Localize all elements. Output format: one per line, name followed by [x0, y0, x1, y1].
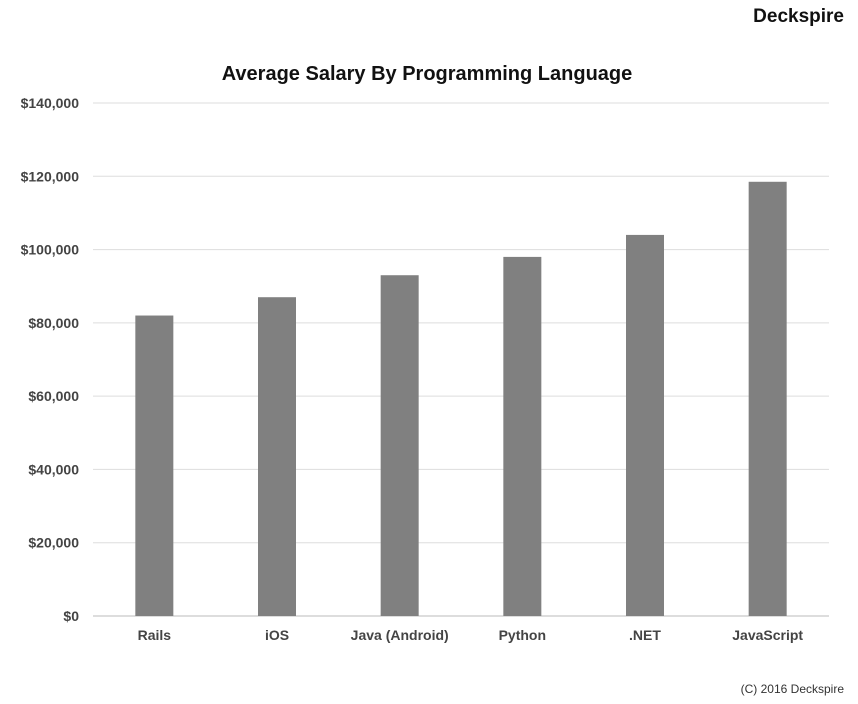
- y-tick-label: $120,000: [21, 168, 80, 184]
- y-tick-label: $80,000: [28, 315, 79, 331]
- bar: [503, 256, 542, 616]
- y-tick-label: $0: [63, 608, 79, 624]
- y-axis-ticks: $0 $20,000 $40,000 $60,000 $80,000 $100,000 $1…: [21, 95, 80, 624]
- grid-lines: [93, 102, 829, 617]
- bar: [380, 275, 419, 616]
- y-tick-label: $100,000: [21, 242, 80, 258]
- bars: [135, 181, 787, 616]
- x-category-label: JavaScript: [732, 627, 803, 643]
- x-axis-labels: Rails iOS Java (Android) Python .NET JavaScri…: [138, 627, 804, 643]
- x-category-label: iOS: [265, 627, 289, 643]
- y-tick-label: $20,000: [28, 535, 79, 551]
- chart-title: Average Salary By Programming Language: [222, 63, 633, 85]
- bar: [748, 181, 787, 616]
- x-category-label: Rails: [138, 627, 172, 643]
- x-category-label: .NET: [629, 627, 661, 643]
- x-category-label: Python: [499, 627, 546, 643]
- y-tick-label: $60,000: [28, 388, 79, 404]
- brand-logo: Deckspire: [753, 6, 844, 27]
- bar: [135, 315, 174, 616]
- y-tick-label: $40,000: [28, 461, 79, 477]
- x-category-label: Java (Android): [351, 627, 449, 643]
- copyright-footer: (C) 2016 Deckspire: [740, 682, 844, 696]
- bar: [258, 297, 296, 616]
- y-tick-label: $140,000: [21, 95, 80, 111]
- bar: [626, 234, 664, 616]
